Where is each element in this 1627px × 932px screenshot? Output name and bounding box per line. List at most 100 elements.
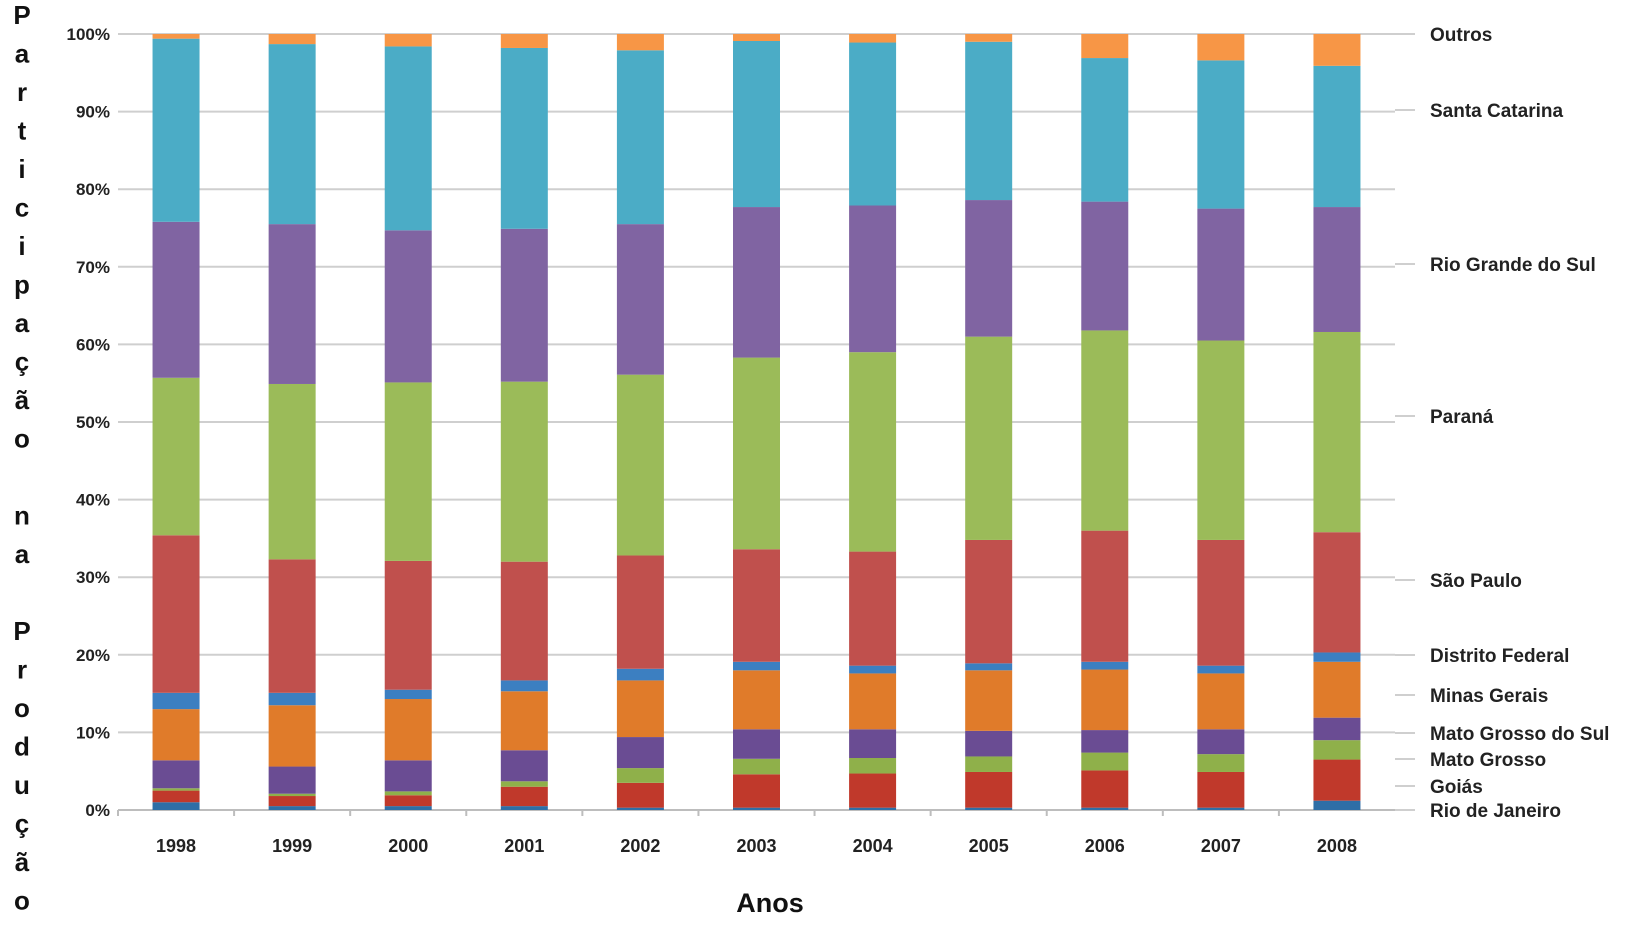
y-label-letter: d [14,732,30,762]
y-tick-label: 0% [85,801,110,820]
bar-segment [965,730,1013,757]
bar-segment [268,44,316,225]
bar-segment [849,205,897,353]
bar-segment [849,807,897,810]
bar-segment [733,357,780,550]
bar-segment [616,737,664,769]
y-label-letter: c [15,193,29,223]
bar-segment [384,699,432,761]
bar-segment [500,34,548,48]
y-tick-label: 20% [76,646,110,665]
bar-segment [384,34,432,47]
bar-segment [500,806,548,810]
bar-stack-1998 [152,34,200,810]
bar-stack-2004 [849,34,897,810]
bar-segment [384,46,432,231]
bar-segment [1197,34,1245,61]
bar-segment [849,34,897,43]
x-tick-label: 2008 [1317,836,1357,856]
bar-segment [384,689,432,700]
x-tick-label: 2002 [620,836,660,856]
y-tick-label: 90% [76,103,110,122]
bar-segment [152,760,200,789]
bar-segment [1081,58,1129,202]
legend-label: Goiás [1430,777,1483,798]
bar-segment [616,50,664,225]
y-tick-label: 40% [76,491,110,510]
y-tick-label: 70% [76,258,110,277]
y-label-letter: o [14,886,30,916]
bar-segment [733,758,780,775]
y-tick-label: 30% [76,568,110,587]
bar-segment [1081,530,1129,662]
bar-segment [965,807,1013,810]
y-label-letter: u [14,770,30,800]
bar-segment [1313,331,1361,533]
y-tick-label: 80% [76,180,110,199]
bar-segment [965,34,1013,42]
bar-segment [733,661,780,671]
bar-segment [1313,532,1361,653]
bar-segment [268,224,316,384]
bar-segment [1313,759,1361,801]
x-tick-label: 1998 [156,836,196,856]
bar-segment [1081,752,1129,771]
bar-segment [1313,207,1361,332]
bar-segment [1197,807,1245,810]
bar-segment [1313,652,1361,662]
y-label-letter: o [14,424,30,454]
bar-stack-1999 [268,34,316,810]
bar-segment [152,34,200,39]
bar-segment [849,665,897,674]
bar-segment [1313,65,1361,208]
bar-segment [965,336,1013,540]
bar-segment [1081,669,1129,731]
bar-segment [965,771,1013,808]
bar-segment [965,539,1013,664]
bar-stack-2008 [1313,34,1361,810]
bar-segment [965,663,1013,671]
y-label-letter: o [14,693,30,723]
legend-label: Mato Grosso do Sul [1430,724,1609,745]
x-tick-label: 2007 [1201,836,1241,856]
bar-segment [965,670,1013,731]
bar-segment [849,729,897,759]
bar-segment [500,750,548,782]
bar-segment [384,230,432,383]
bar-segment [1313,800,1361,810]
bar-segment [500,786,548,807]
bar-segment [965,200,1013,337]
y-label-letter: i [18,231,25,261]
bar-segment [849,42,897,206]
legend-label: Minas Gerais [1430,686,1548,707]
bar-segment [268,793,316,797]
bar-segment [500,381,548,562]
bar-segment [268,766,316,794]
bar-segment [1081,661,1129,670]
y-tick-label: 100% [67,25,110,44]
y-label-letter: ã [15,385,30,415]
y-label-letter: ç [15,809,29,839]
y-label-letter: r [17,77,27,107]
bar-stack-2005 [965,34,1013,810]
bar-segment [268,796,316,807]
legend: Rio de Janeiro Goiás Mato Grosso Mato Gross… [1395,25,1609,822]
legend-label: Distrito Federal [1430,646,1569,667]
y-label-letter: n [14,501,30,531]
bar-segment [152,377,200,536]
bar-segment [733,729,780,759]
y-label-letter: a [15,39,30,69]
bar-segment [616,680,664,738]
x-tick-label: 2000 [388,836,428,856]
bar-segment [1313,740,1361,760]
y-label-letter: ç [15,347,29,377]
bar-stack-2002 [616,34,664,810]
bar-segment [616,34,664,51]
x-tick-label: 2001 [504,836,544,856]
bar-segment [268,692,316,706]
bar-stack-2003 [733,34,780,810]
bar-segment [733,670,780,730]
x-tick-label: 2003 [736,836,776,856]
bar-segment [500,691,548,751]
